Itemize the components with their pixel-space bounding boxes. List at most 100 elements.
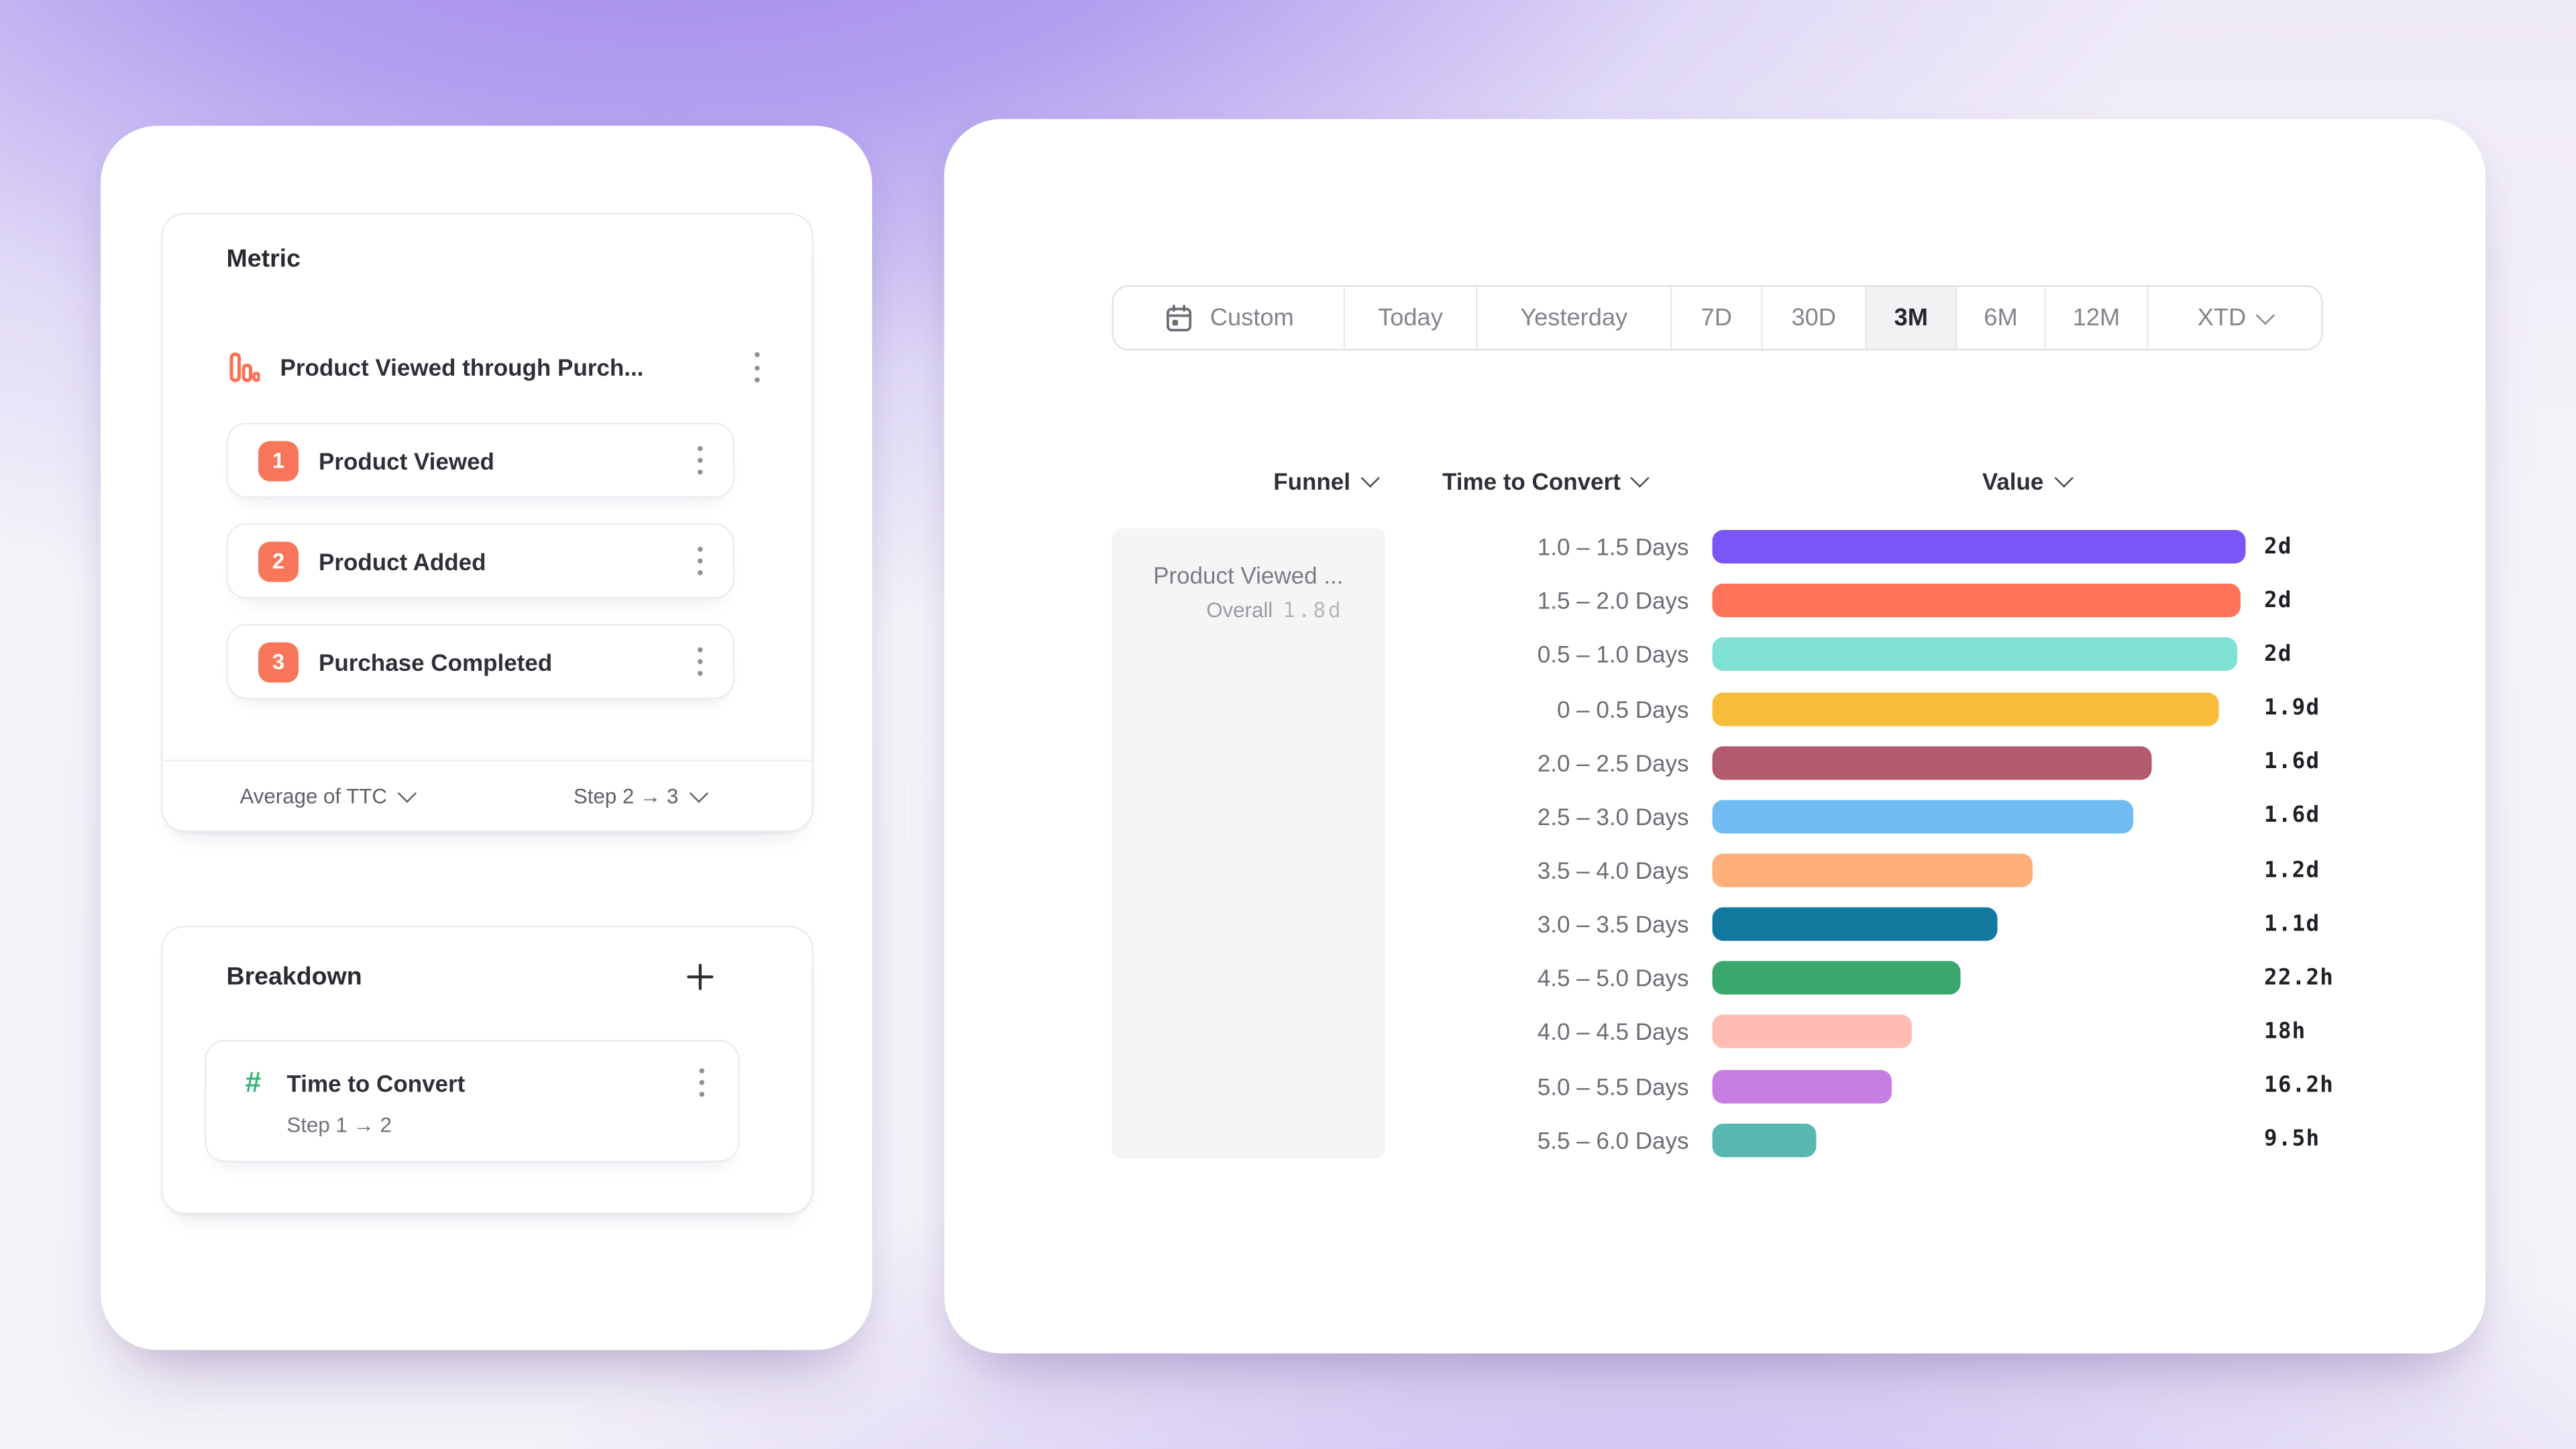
funnel-steps: 1 Product Viewed 2 Product Added 3 Purchase C… <box>226 423 735 724</box>
bar-track <box>1712 961 2246 996</box>
kebab-menu-icon[interactable] <box>690 1065 713 1102</box>
value-bar[interactable] <box>1712 800 2134 834</box>
date-range-option-yesterday[interactable]: Yesterday <box>1476 286 1670 349</box>
funnel-cell-overall-value: 1.8d <box>1283 597 1344 623</box>
funnel-step[interactable]: 1 Product Viewed <box>226 423 735 498</box>
value-label: 2d <box>2264 588 2292 614</box>
chart-row: 4.5 – 5.0 Days 22.2h <box>1213 951 2404 1005</box>
value-label: 9.5h <box>2264 1127 2320 1153</box>
aggregation-dropdown[interactable]: Average of TTC <box>240 761 416 832</box>
chart-row: 5.5 – 6.0 Days 9.5h <box>1213 1113 2404 1167</box>
bar-track <box>1712 853 2246 888</box>
bucket-label: 0 – 0.5 Days <box>1556 695 1689 722</box>
date-range-option-label: Custom <box>1210 304 1294 331</box>
value-bar[interactable] <box>1712 853 2033 888</box>
funnel-step[interactable]: 2 Product Added <box>226 523 735 599</box>
metric-section-title: Metric <box>226 245 301 274</box>
value-label: 22.2h <box>2264 965 2334 991</box>
date-range-option-label: 6M <box>1984 304 2018 331</box>
bar-track <box>1712 907 2246 941</box>
chevron-down-icon <box>1361 469 1379 487</box>
step-label: Product Added <box>319 547 486 575</box>
kebab-menu-icon[interactable] <box>745 350 768 386</box>
chart-row: 3.5 – 4.0 Days 1.2d <box>1213 843 2404 897</box>
bucket-label: 3.5 – 4.0 Days <box>1537 857 1689 884</box>
value-label: 1.9d <box>2264 696 2320 722</box>
step-number-badge: 2 <box>258 541 299 582</box>
column-header-ttc[interactable]: Time to Convert <box>1442 468 1650 495</box>
value-label: 1.6d <box>2264 750 2320 775</box>
chart-row: 2.5 – 3.0 Days 1.6d <box>1213 790 2404 843</box>
bar-track <box>1712 745 2246 780</box>
report-panel: Custom Today Yesterday 7D 30D 3M 6M 12M XTD Funn… <box>944 119 2485 1354</box>
date-range-option-7d[interactable]: 7D <box>1670 286 1761 349</box>
hash-icon: # <box>245 1066 262 1098</box>
step-range-dropdown[interactable]: Step 2 → 3 <box>573 761 707 832</box>
chart-row: 5.0 – 5.5 Days 16.2h <box>1213 1059 2404 1113</box>
date-range-option-today[interactable]: Today <box>1343 286 1477 349</box>
chart-row: 2.0 – 2.5 Days 1.6d <box>1213 736 2404 790</box>
date-range-option-label: 7D <box>1701 304 1732 331</box>
step-label: Purchase Completed <box>319 648 553 676</box>
bar-track <box>1712 1123 2246 1157</box>
kebab-menu-icon[interactable] <box>688 643 711 680</box>
date-range-option-label: Yesterday <box>1520 304 1628 331</box>
value-bar[interactable] <box>1712 530 2246 564</box>
metric-name: Product Viewed through Purch... <box>280 354 644 381</box>
value-bar[interactable] <box>1712 961 1961 996</box>
bucket-label: 5.0 – 5.5 Days <box>1537 1073 1689 1100</box>
date-range-option-label: 3M <box>1894 304 1928 331</box>
date-range-option-custom[interactable]: Custom <box>1114 287 1344 350</box>
date-range-option-30d[interactable]: 30D <box>1761 286 1865 349</box>
chevron-down-icon <box>1631 469 1650 487</box>
chevron-down-icon <box>689 784 707 802</box>
bucket-label: 1.5 – 2.0 Days <box>1537 587 1689 614</box>
breakdown-item-label: Time to Convert <box>286 1069 466 1097</box>
bar-track <box>1712 530 2246 564</box>
column-header-value[interactable]: Value <box>1982 468 2073 495</box>
value-label: 18h <box>2264 1019 2306 1045</box>
value-bar[interactable] <box>1712 692 2219 726</box>
date-range-option-6m[interactable]: 6M <box>1955 286 2045 349</box>
step-range-label: Step 2 → 3 <box>573 785 679 808</box>
breakdown-card: Breakdown # Time to Convert Step 1 → 2 <box>161 926 814 1214</box>
kebab-menu-icon[interactable] <box>688 442 711 478</box>
value-bar[interactable] <box>1712 1069 1891 1104</box>
value-bar[interactable] <box>1712 745 2153 780</box>
date-range-picker: Custom Today Yesterday 7D 30D 3M 6M 12M XTD <box>1112 285 2323 351</box>
chevron-down-icon <box>2054 469 2073 487</box>
value-label: 2d <box>2264 642 2292 667</box>
add-breakdown-button[interactable] <box>684 961 714 991</box>
value-bar[interactable] <box>1712 907 1998 941</box>
chart-row: 0 – 0.5 Days 1.9d <box>1213 682 2404 735</box>
value-bar[interactable] <box>1712 584 2241 618</box>
bar-track <box>1712 1015 2246 1049</box>
date-range-option-3m[interactable]: 3M <box>1865 286 1955 349</box>
breakdown-item[interactable]: # Time to Convert Step 1 → 2 <box>205 1040 740 1163</box>
value-bar[interactable] <box>1712 1123 1817 1157</box>
bucket-label: 4.5 – 5.0 Days <box>1537 965 1689 992</box>
date-range-option-12m[interactable]: 12M <box>2044 286 2147 349</box>
chart-row: 0.5 – 1.0 Days 2d <box>1213 628 2404 682</box>
bucket-label: 4.0 – 4.5 Days <box>1537 1018 1689 1046</box>
chart-row: 4.0 – 4.5 Days 18h <box>1213 1006 2404 1059</box>
step-number-badge: 3 <box>258 641 299 682</box>
value-bar[interactable] <box>1712 1015 1913 1049</box>
metric-footer: Average of TTC Step 2 → 3 <box>162 759 812 833</box>
kebab-menu-icon[interactable] <box>688 543 711 579</box>
bucket-label: 3.0 – 3.5 Days <box>1537 910 1689 938</box>
funnel-metric-header[interactable]: Product Viewed through Purch... <box>227 349 769 386</box>
date-range-option-xtd[interactable]: XTD <box>2147 286 2321 349</box>
chart-row: 3.0 – 3.5 Days 1.1d <box>1213 898 2404 951</box>
column-header-funnel[interactable]: Funnel <box>1273 468 1379 495</box>
value-bar[interactable] <box>1712 637 2238 672</box>
chart-row: 1.5 – 2.0 Days 2d <box>1213 574 2404 627</box>
breakdown-section-title: Breakdown <box>226 961 362 991</box>
value-label: 1.1d <box>2264 912 2320 937</box>
bar-track <box>1712 800 2246 834</box>
funnel-cell-title: Product Viewed ... <box>1153 561 1344 589</box>
funnel-step[interactable]: 3 Purchase Completed <box>226 624 735 700</box>
value-label: 1.6d <box>2264 804 2320 829</box>
bar-track <box>1712 637 2246 672</box>
